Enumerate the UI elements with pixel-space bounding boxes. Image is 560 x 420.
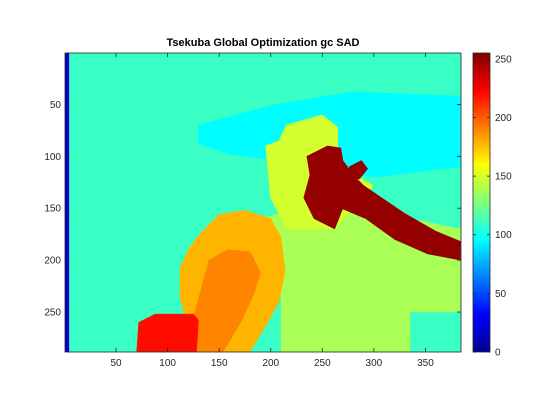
plot-frame bbox=[64, 52, 462, 353]
colorbar-tick-label: 100 bbox=[495, 230, 512, 241]
colorbar-tick-label: 200 bbox=[495, 113, 512, 124]
x-tick-label: 50 bbox=[110, 358, 122, 369]
y-tick-label: 150 bbox=[44, 204, 61, 215]
x-tick-label: 100 bbox=[159, 358, 176, 369]
y-axis: 50 100 150 200 250 bbox=[44, 100, 461, 319]
colorbar-tick-label: 150 bbox=[495, 172, 512, 183]
x-axis: 50 100 150 200 250 300 350 bbox=[110, 53, 434, 369]
region-head-statue-lower bbox=[192, 249, 261, 352]
region-foreground-object bbox=[136, 313, 199, 352]
y-tick-label: 200 bbox=[44, 256, 61, 267]
colorbar-tick-label: 0 bbox=[495, 348, 501, 359]
region-lamp-arm bbox=[348, 160, 369, 180]
x-tick-label: 300 bbox=[366, 358, 383, 369]
heatmap-image bbox=[65, 53, 461, 352]
y-tick-label: 100 bbox=[44, 152, 61, 163]
colorbar-axis: 0 50 100 150 200 250 bbox=[473, 54, 512, 359]
colorbar-tick-label: 250 bbox=[495, 54, 512, 65]
chart-title: Tsekuba Global Optimization gc SAD bbox=[167, 37, 360, 49]
x-tick-label: 200 bbox=[262, 358, 279, 369]
y-tick-label: 50 bbox=[50, 100, 62, 111]
x-tick-label: 250 bbox=[314, 358, 331, 369]
x-tick-label: 350 bbox=[417, 358, 434, 369]
x-tick-label: 150 bbox=[211, 358, 228, 369]
colorbar bbox=[472, 52, 491, 353]
y-tick-label: 250 bbox=[44, 308, 61, 319]
colorbar-tick-label: 50 bbox=[495, 289, 507, 300]
region-left-edge-column bbox=[65, 53, 70, 352]
